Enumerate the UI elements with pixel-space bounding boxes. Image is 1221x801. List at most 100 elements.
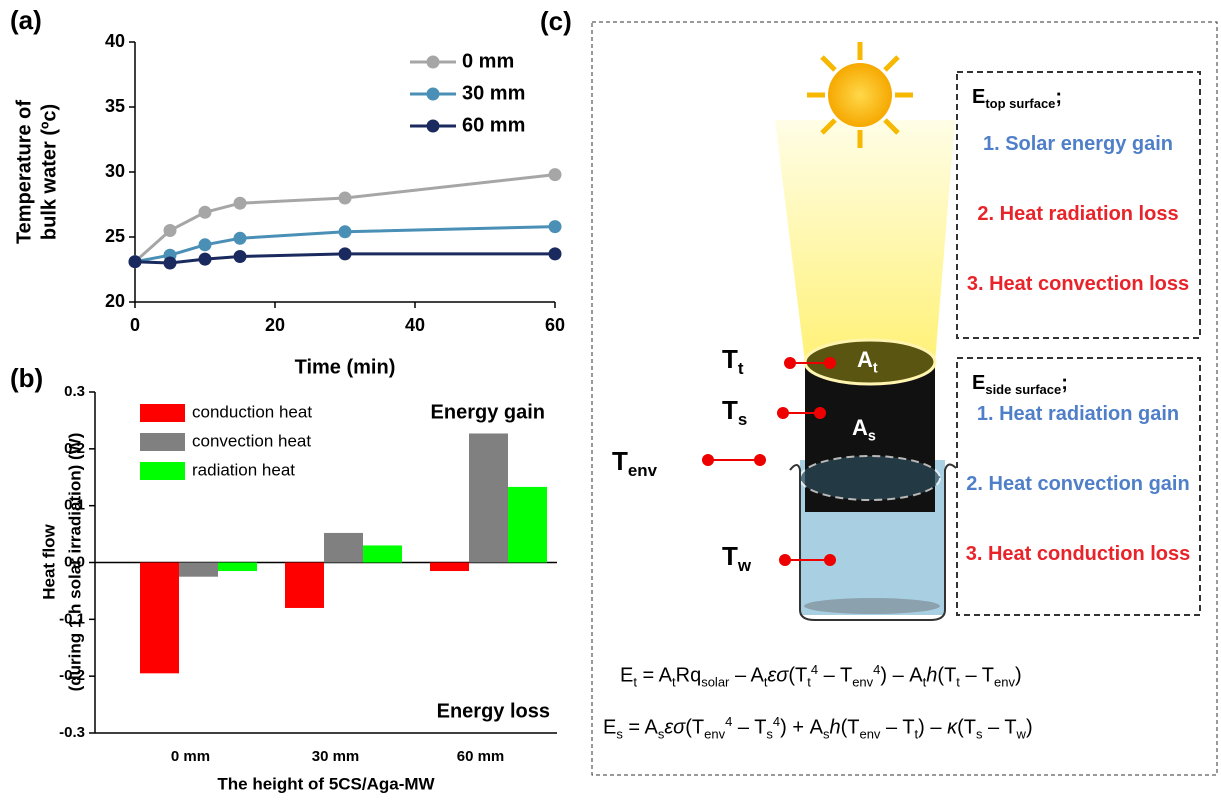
text-segment: ;: [1061, 372, 1068, 394]
point: [234, 250, 247, 263]
text-segment: env: [859, 727, 880, 742]
bar: [179, 563, 218, 577]
point: [339, 192, 352, 205]
text-segment: A: [852, 415, 868, 440]
text-segment: w: [738, 556, 751, 575]
y-tick-label: 25: [105, 226, 125, 246]
symbol-label: Tenv: [612, 446, 657, 481]
x-axis-label: Time (min): [295, 356, 396, 378]
text-segment: side surface: [985, 382, 1061, 397]
text-segment: env: [852, 675, 873, 690]
legend-swatch: [140, 404, 185, 422]
box-item: 1. Heat radiation gain: [958, 400, 1198, 428]
text-segment: (T: [937, 665, 956, 687]
text-segment: E: [972, 372, 985, 394]
symbol-label: Ts: [722, 395, 747, 430]
y-axis-label: Temperature of: [13, 100, 35, 244]
box-item: 3. Heat conduction loss: [958, 540, 1198, 568]
text-segment: T: [612, 446, 628, 476]
point: [164, 224, 177, 237]
box-item: 2. Heat radiation loss: [958, 200, 1198, 228]
legend-label: convection heat: [192, 431, 311, 450]
text-segment: t: [873, 360, 878, 376]
text-segment: – T: [982, 717, 1016, 739]
legend-label: conduction heat: [192, 402, 312, 421]
x-tick-label: 0 mm: [171, 748, 210, 765]
text-segment: t: [738, 359, 744, 378]
text-segment: ): [1026, 717, 1033, 739]
text-segment: = A: [623, 717, 658, 739]
text-segment: – A: [729, 665, 763, 687]
sun: [807, 42, 913, 148]
y-axis-label: bulk water (ºc): [38, 104, 60, 240]
point: [199, 238, 212, 251]
point: [129, 255, 142, 268]
annotation: Energy loss: [437, 700, 550, 722]
text-segment: w: [1017, 727, 1026, 742]
legend-marker: [427, 56, 440, 69]
symbol-label: Tt: [722, 344, 744, 379]
text-segment: – T: [818, 665, 852, 687]
x-axis-label: The height of 5CS/Aga-MW: [217, 774, 435, 793]
y-tick-label: 40: [105, 31, 125, 51]
text-segment: E: [620, 665, 633, 687]
text-segment: ) + A: [780, 717, 823, 739]
legend-label: radiation heat: [192, 460, 295, 479]
text-segment: h: [829, 717, 840, 739]
point: [549, 220, 562, 233]
point: [199, 206, 212, 219]
legend-label: 30 mm: [462, 82, 525, 104]
bar: [508, 487, 547, 563]
symbol-label: Tw: [722, 541, 751, 576]
y-tick-label: 0.3: [64, 383, 85, 400]
y-tick-label: 20: [105, 291, 125, 311]
text-segment: (T: [788, 665, 807, 687]
text-segment: κ: [947, 717, 957, 739]
point: [339, 225, 352, 238]
box-item: 3. Heat convection loss: [958, 270, 1198, 298]
x-tick-label: 30 mm: [312, 748, 360, 765]
text-segment: T: [722, 395, 738, 425]
annotation: Energy gain: [431, 401, 545, 423]
text-segment: top surface: [985, 96, 1055, 111]
bar: [469, 433, 508, 562]
text-segment: (T: [841, 717, 860, 739]
text-segment: solar: [701, 675, 729, 690]
bar: [218, 563, 257, 572]
legend-swatch: [140, 462, 185, 480]
text-segment: s: [868, 428, 876, 444]
panel-label: (c): [540, 6, 572, 37]
box-title: Eside surface;: [972, 372, 1068, 397]
y-tick-label: -0.3: [59, 724, 85, 741]
x-tick-label: 60 mm: [457, 748, 505, 765]
symbol-label: As: [852, 415, 876, 444]
point: [549, 168, 562, 181]
text-segment: – T: [732, 717, 766, 739]
box-item: 1. Solar energy gain: [958, 130, 1198, 158]
x-tick-label: 60: [545, 315, 565, 335]
panel-label: (b): [10, 363, 43, 393]
text-segment: env: [994, 675, 1015, 690]
point: [199, 253, 212, 266]
text-segment: = A: [637, 665, 672, 687]
text-segment: E: [972, 86, 985, 108]
bar: [140, 563, 179, 674]
point: [234, 232, 247, 245]
text-segment: (T: [685, 717, 704, 739]
panel-label: (a): [10, 5, 42, 35]
box-title: Etop surface;: [972, 86, 1062, 111]
particles: [804, 598, 940, 614]
point: [549, 247, 562, 260]
y-tick-label: 30: [105, 161, 125, 181]
equation: Et = AtRqsolar – Atεσ(Tt4 – Tenv4) – Ath…: [620, 662, 1022, 690]
text-segment: ) – A: [880, 665, 922, 687]
text-segment: (T: [957, 717, 976, 739]
text-segment: h: [926, 665, 937, 687]
equation: Es = Asεσ(Tenv4 – Ts4) + Ash(Tenv – Tt) …: [603, 714, 1033, 742]
text-segment: T: [722, 541, 738, 571]
text-segment: – T: [880, 717, 914, 739]
y-tick-label: 35: [105, 96, 125, 116]
point: [339, 247, 352, 260]
text-segment: env: [628, 461, 657, 480]
bar: [324, 533, 363, 563]
